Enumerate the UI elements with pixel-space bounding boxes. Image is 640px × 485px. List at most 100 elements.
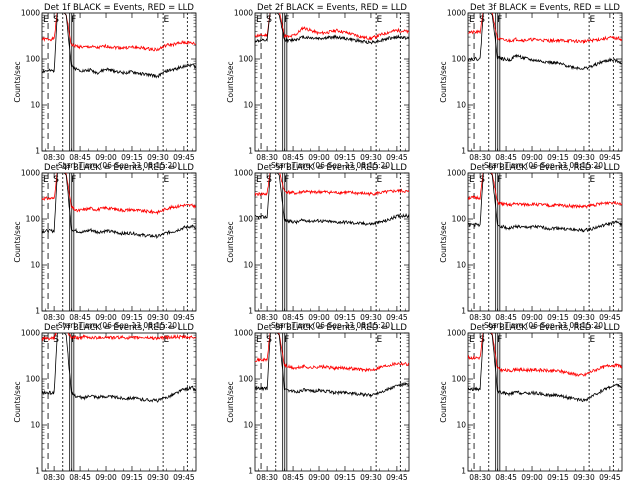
event-marker-label: F: [497, 15, 502, 25]
xtick-label: 09:00: [95, 153, 117, 162]
y-axis-label: Counts/sec: [439, 61, 448, 102]
x-axis-label: Start Time (06-Sep-13 08:15:20): [271, 161, 393, 170]
xtick-label: 08:30: [43, 153, 65, 162]
ytick-label: 10: [30, 261, 40, 270]
plot-title: Det 7f BLACK = Events, RED = LLD: [44, 323, 194, 333]
ytick-label: 1: [248, 147, 253, 156]
plot-title: Det 8f BLACK = Events, RED = LLD: [257, 323, 407, 333]
ytick-label: 100: [26, 55, 41, 64]
ytick-label: 10: [456, 261, 466, 270]
plot-frame: [254, 332, 410, 472]
ytick-label: 10: [456, 101, 466, 110]
xtick-label: 08:45: [495, 473, 517, 480]
y-axis-label: Counts/sec: [13, 381, 22, 422]
plot-frame: [41, 12, 197, 152]
ytick-label: 100: [452, 55, 467, 64]
ytick-label: 1: [35, 147, 40, 156]
xtick-label: 09:45: [599, 313, 621, 322]
subplot-8: Det 8f BLACK = Events, RED = LLD 1 10 100 10…: [226, 323, 410, 485]
ytick-label: 1000: [447, 329, 466, 338]
plot-frame: [467, 332, 623, 472]
xtick-label: 09:30: [147, 153, 169, 162]
ytick-label: 100: [239, 215, 254, 224]
x-axis-label: Start Time (06-Sep-13 08:15:20): [484, 161, 606, 170]
ytick-label: 1000: [21, 169, 40, 178]
ytick-label: 1000: [21, 329, 40, 338]
xtick-label: 09:15: [547, 153, 569, 162]
xtick-label: 09:30: [147, 313, 169, 322]
y-axis-label: Counts/sec: [439, 381, 448, 422]
event-marker-label: F: [497, 335, 502, 345]
x-axis-label: Start Time (06-Sep-13 08:15:20): [271, 321, 393, 330]
xtick-label: 09:00: [308, 313, 330, 322]
ytick-label: 1: [248, 467, 253, 476]
event-marker-label: F: [71, 175, 76, 185]
event-marker-label: E: [256, 15, 262, 25]
event-marker-label: F: [284, 175, 289, 185]
ytick-label: 10: [243, 101, 253, 110]
event-marker-label: E: [376, 175, 382, 185]
ytick-label: 10: [30, 101, 40, 110]
event-marker-label: E: [256, 175, 262, 185]
ytick-label: 1000: [447, 9, 466, 18]
xtick-label: 09:30: [360, 153, 382, 162]
xtick-label: 09:15: [121, 153, 143, 162]
ytick-label: 100: [26, 215, 41, 224]
event-marker-label: E: [589, 175, 595, 185]
plot-frame: [254, 172, 410, 312]
xtick-label: 09:45: [173, 313, 195, 322]
series-line-events: [42, 13, 196, 79]
subplot-6: Det 6f BLACK = Events, RED = LLD 1 10 100 10…: [439, 163, 623, 330]
ytick-label: 100: [26, 375, 41, 384]
event-marker-label: E: [43, 335, 49, 345]
xtick-label: 08:45: [282, 153, 304, 162]
ytick-label: 1: [35, 307, 40, 316]
xtick-label: 09:30: [573, 313, 595, 322]
xtick-label: 08:45: [282, 473, 304, 480]
event-marker-label: E: [163, 335, 169, 345]
plot-title: Det 3f BLACK = Events, RED = LLD: [470, 3, 620, 13]
y-axis-label: Counts/sec: [13, 61, 22, 102]
xtick-label: 09:15: [334, 313, 356, 322]
ytick-label: 1: [35, 467, 40, 476]
xtick-label: 08:30: [256, 473, 278, 480]
event-marker-label: E: [376, 335, 382, 345]
xtick-label: 09:45: [173, 153, 195, 162]
ytick-label: 1000: [21, 9, 40, 18]
subplot-5: Det 5f BLACK = Events, RED = LLD 1 10 100 10…: [226, 163, 410, 330]
event-marker-label: E: [376, 15, 382, 25]
event-marker-label: F: [71, 335, 76, 345]
xtick-label: 08:30: [469, 473, 491, 480]
event-marker-label: E: [256, 335, 262, 345]
ytick-label: 10: [243, 421, 253, 430]
series-line-events: [468, 173, 622, 233]
event-marker-label: E: [163, 15, 169, 25]
plot-frame: [254, 12, 410, 152]
xtick-label: 08:45: [495, 313, 517, 322]
y-axis-label: Counts/sec: [439, 221, 448, 262]
event-marker-label: S: [53, 335, 59, 345]
subplot-3: Det 3f BLACK = Events, RED = LLD 1 10 100 10…: [439, 3, 623, 170]
ytick-label: 1000: [234, 9, 253, 18]
ytick-label: 1000: [234, 329, 253, 338]
event-marker-label: E: [43, 15, 49, 25]
xtick-label: 09:15: [547, 313, 569, 322]
subplot-7: Det 7f BLACK = Events, RED = LLD 1 10 100 10…: [13, 323, 197, 485]
xtick-label: 08:45: [69, 473, 91, 480]
ytick-label: 1: [461, 307, 466, 316]
xtick-label: 09:45: [599, 153, 621, 162]
y-axis-label: Counts/sec: [226, 221, 235, 262]
subplot-1: Det 1f BLACK = Events, RED = LLD 1 10 100 10…: [13, 3, 197, 170]
xtick-label: 09:30: [360, 473, 382, 480]
y-axis-label: Counts/sec: [226, 61, 235, 102]
series-line-lld: [42, 333, 196, 342]
series-line-lld: [42, 173, 196, 216]
ytick-label: 10: [243, 261, 253, 270]
series-line-events: [468, 333, 622, 403]
xtick-label: 09:30: [147, 473, 169, 480]
series-line-lld: [468, 333, 622, 377]
xtick-label: 09:30: [573, 473, 595, 480]
xtick-label: 08:30: [43, 473, 65, 480]
